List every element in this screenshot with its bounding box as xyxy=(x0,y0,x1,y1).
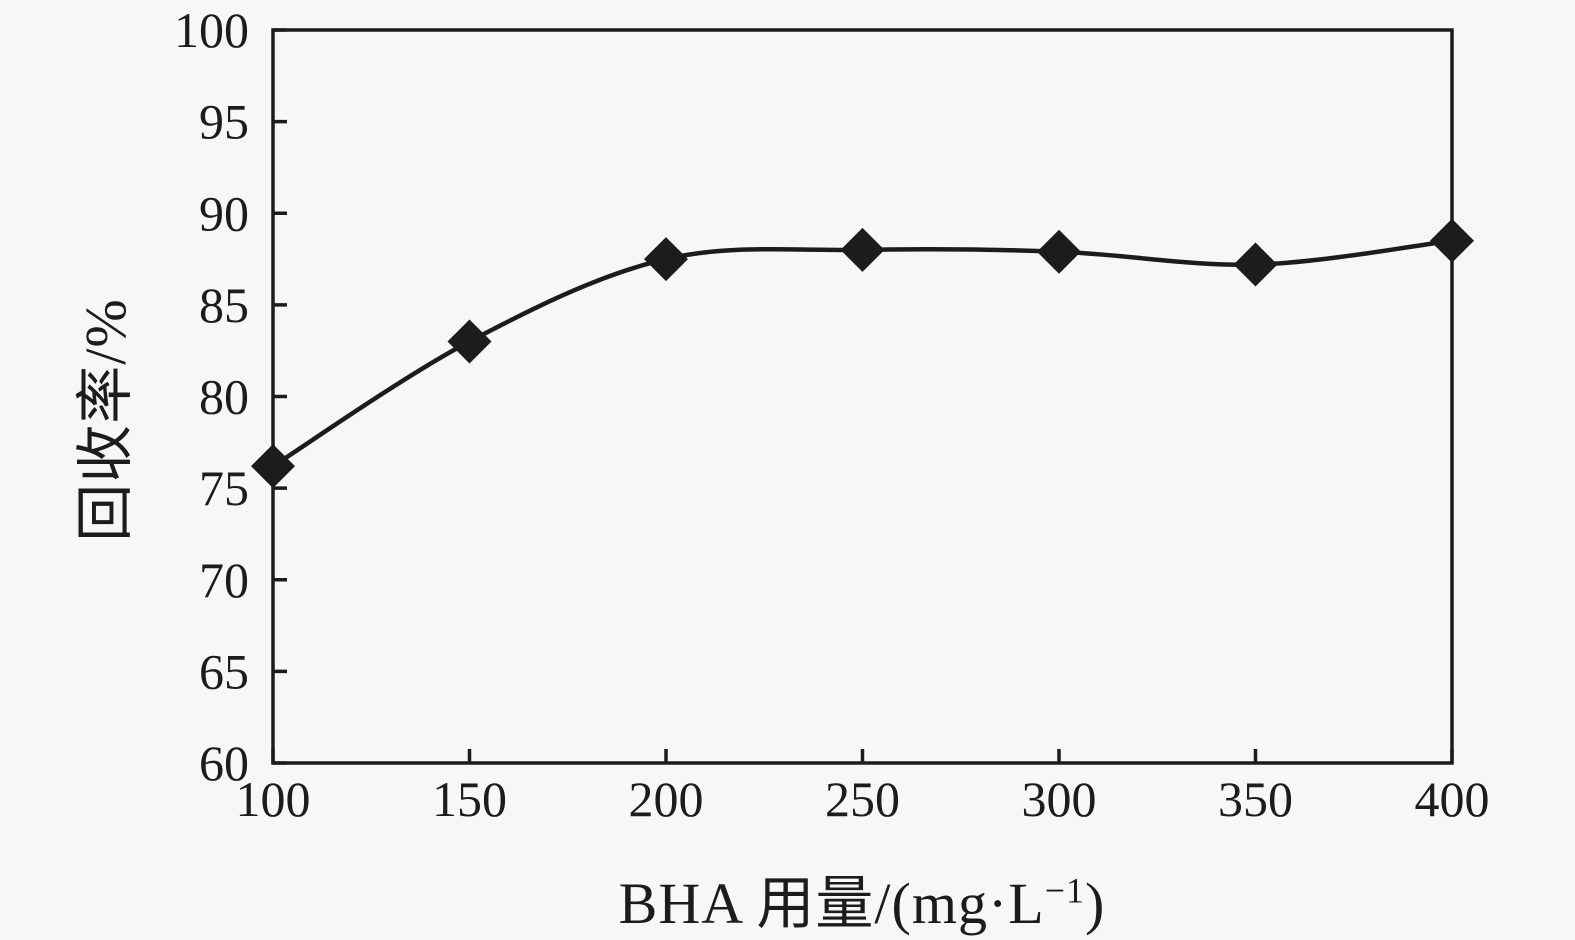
data-point-marker xyxy=(1233,242,1278,287)
y-axis-tick-label: 70 xyxy=(199,552,249,608)
data-point-marker xyxy=(447,319,492,364)
x-axis-tick-label: 300 xyxy=(1022,771,1097,827)
x-axis-tick-label: 150 xyxy=(432,771,507,827)
y-axis-tick-label: 95 xyxy=(199,94,249,150)
x-axis-title-close: ) xyxy=(1084,871,1106,936)
x-axis-title: BHA 用量/(mg·L−1) xyxy=(619,856,1106,940)
x-axis-tick-label: 400 xyxy=(1415,771,1490,827)
x-axis-title-main: BHA 用量/(mg·L xyxy=(618,871,1045,936)
series-line xyxy=(271,238,1453,469)
y-axis-tick-label: 90 xyxy=(199,185,249,241)
y-axis-tick-label: 85 xyxy=(199,277,249,333)
y-axis-tick-label: 100 xyxy=(174,2,249,58)
x-axis-tick-label: 200 xyxy=(629,771,704,827)
data-point-marker xyxy=(1430,218,1474,263)
data-point-marker xyxy=(840,227,885,272)
y-axis-tick-label: 65 xyxy=(199,643,249,699)
x-axis-tick-label: 350 xyxy=(1218,771,1293,827)
plot-border xyxy=(271,28,1454,765)
data-point-marker xyxy=(1037,229,1081,274)
y-axis-tick-label: 60 xyxy=(199,735,249,791)
data-point-marker xyxy=(251,444,295,489)
y-axis-tick-label: 75 xyxy=(199,460,249,516)
x-axis-tick-label: 250 xyxy=(825,771,900,827)
y-axis-title: 回收率/% xyxy=(73,298,138,542)
x-axis-title-superscript: −1 xyxy=(1044,870,1085,911)
data-point-marker xyxy=(644,237,688,282)
x-axis-tick-label: 100 xyxy=(236,771,311,827)
y-axis-tick-label: 80 xyxy=(199,369,249,425)
